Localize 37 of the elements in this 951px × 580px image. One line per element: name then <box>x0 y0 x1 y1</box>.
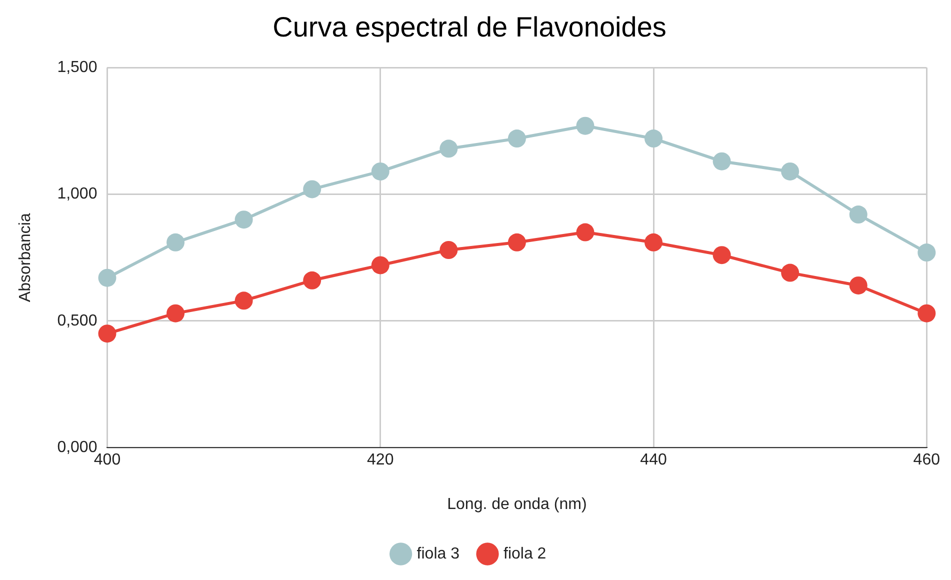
point <box>234 210 253 229</box>
point <box>781 264 800 282</box>
point <box>781 162 800 180</box>
point <box>98 324 116 343</box>
point <box>918 304 936 322</box>
point <box>166 233 185 252</box>
point <box>303 271 322 290</box>
legend-label: fiola 2 <box>504 545 546 562</box>
point <box>918 244 936 262</box>
point <box>371 256 390 274</box>
x-tick-label: 420 <box>367 452 394 469</box>
point <box>508 130 526 148</box>
point <box>849 276 868 294</box>
point <box>712 152 731 170</box>
point <box>644 130 663 148</box>
point <box>712 246 731 264</box>
x-tick-label: 460 <box>913 452 940 469</box>
point <box>849 206 868 224</box>
point <box>644 233 663 252</box>
chart-title: Curva espectral de Flavonoides <box>272 12 666 43</box>
y-tick-label: 1,500 <box>57 59 98 76</box>
point <box>166 304 185 322</box>
point <box>303 180 322 198</box>
x-tick-label: 440 <box>640 452 667 469</box>
y-tick-label: 0,500 <box>57 312 98 330</box>
point <box>440 241 458 259</box>
point <box>440 140 458 158</box>
point <box>576 116 594 135</box>
y-tick-label: 1,000 <box>57 186 98 203</box>
x-axis-title: Long. de onda (nm) <box>447 496 587 513</box>
point <box>371 162 390 180</box>
point <box>98 268 116 287</box>
y-axis-title: Absorbancia <box>17 213 34 302</box>
point <box>234 292 253 310</box>
point <box>576 223 594 242</box>
point <box>508 233 526 252</box>
legend-label: fiola 3 <box>416 545 460 562</box>
